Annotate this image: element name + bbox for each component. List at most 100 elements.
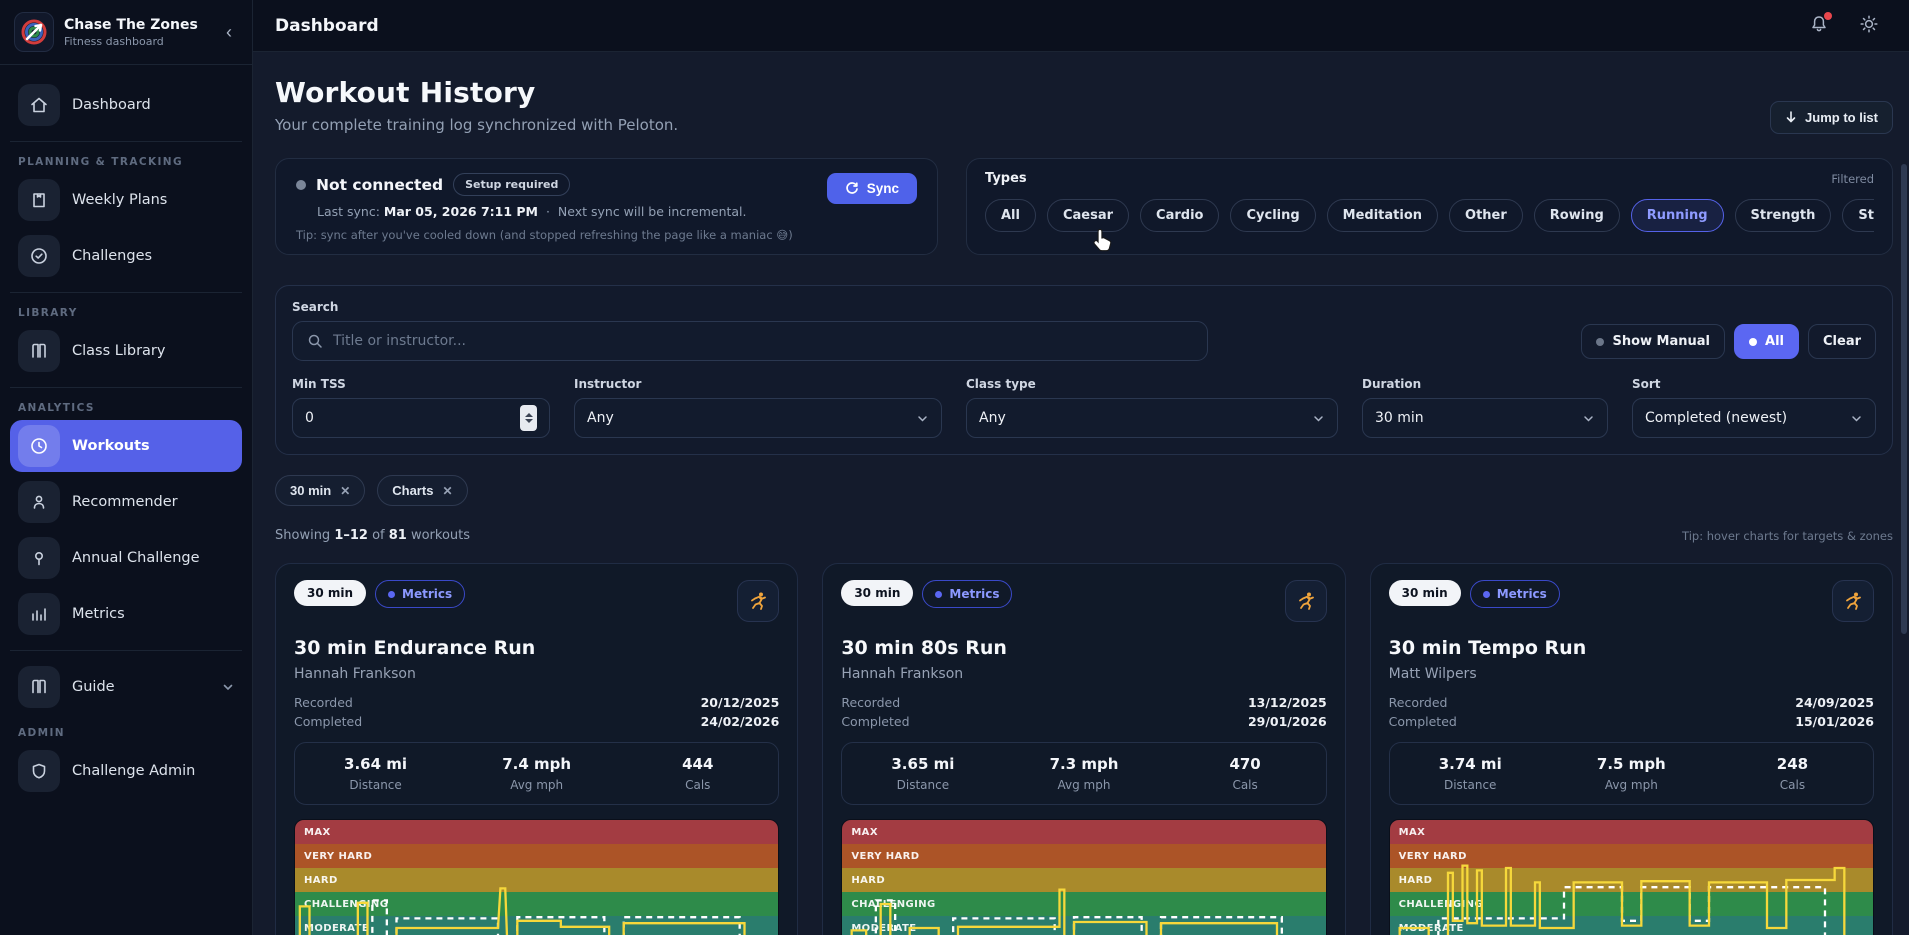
workout-stats: 3.64 miDistance 7.4 mphAvg mph 444Cals [294,742,779,805]
sidebar-item-challenge-admin[interactable]: Challenge Admin [10,745,242,797]
app-subtitle: Fitness dashboard [64,35,208,48]
remove-tag-icon[interactable]: ✕ [340,484,350,498]
theme-toggle-button[interactable] [1855,10,1883,41]
divider [10,650,242,651]
number-stepper[interactable] [520,405,537,431]
class-type-select[interactable]: Any [966,398,1338,438]
clock-icon [18,425,60,467]
workout-instructor: Matt Wilpers [1389,666,1874,682]
sidebar-header: Chase The Zones Fitness dashboard ‹ [0,0,252,65]
zone-chart[interactable]: MAXVERY HARDHARDCHALLENGINGMODERATEEASY [294,819,779,935]
types-title: Types [985,171,1027,186]
sidebar-collapse-button[interactable]: ‹ [218,18,240,47]
duration-select[interactable]: 30 min [1362,398,1608,438]
setup-required-badge: Setup required [453,173,570,196]
runner-icon [1285,580,1327,622]
sort-select[interactable]: Completed (newest) [1632,398,1876,438]
chevron-down-icon [916,412,929,425]
app-root: Chase The Zones Fitness dashboard ‹ Dash… [0,0,1909,935]
type-chip-cycling[interactable]: Cycling [1230,199,1315,232]
type-chip-cardio[interactable]: Cardio [1140,199,1219,232]
sidebar-item-weekly-plans[interactable]: Weekly Plans [10,174,242,226]
remove-tag-icon[interactable]: ✕ [442,484,452,498]
sync-status-card: Not connected Setup required Last sync: … [275,158,938,255]
type-chips: All Caesar Cardio Cycling Meditation Other Row… [985,199,1874,232]
filter-tag-30-min[interactable]: 30 min✕ [275,475,365,506]
jump-to-list-button[interactable]: Jump to list [1770,101,1893,134]
type-chip-meditation[interactable]: Meditation [1327,199,1438,232]
type-chip-caesar[interactable]: Caesar [1047,199,1129,232]
chevron-down-icon [1582,412,1595,425]
filter-tag-charts[interactable]: Charts✕ [377,475,467,506]
sync-icon [845,182,859,196]
instructor-select[interactable]: Any [574,398,942,438]
min-tss-input[interactable]: 0 [292,398,550,438]
sidebar-item-workouts[interactable]: Workouts [10,420,242,472]
type-chip-all[interactable]: All [985,199,1036,232]
workout-instructor: Hannah Frankson [294,666,779,682]
class-type-label: Class type [966,377,1338,391]
sidebar-item-challenges[interactable]: Challenges [10,230,242,282]
zone-chart[interactable]: MAXVERY HARDHARDCHALLENGINGMODERATEEASY [1389,819,1874,935]
sidebar-item-metrics[interactable]: Metrics [10,588,242,640]
type-chip-other[interactable]: Other [1449,199,1523,232]
completed-date: 24/02/2026 [701,714,780,729]
notifications-button[interactable] [1805,10,1833,41]
workout-title: 30 min Tempo Run [1389,637,1874,659]
workout-title: 30 min 80s Run [841,637,1326,659]
pin-icon [18,537,60,579]
workout-stats: 3.65 miDistance 7.3 mphAvg mph 470Cals [841,742,1326,805]
duration-badge: 30 min [1389,580,1461,606]
sidebar-section-analytics: ANALYTICS [18,402,234,414]
search-icon [307,333,323,349]
sort-label: Sort [1632,377,1876,391]
sync-button[interactable]: Sync [827,173,917,204]
chevron-down-icon [1850,412,1863,425]
type-chip-rowing[interactable]: Rowing [1534,199,1620,232]
all-toggle[interactable]: All [1734,324,1799,359]
arrow-down-icon [1785,111,1797,124]
last-sync-line: Last sync: Mar 05, 2026 7:11 PM · Next s… [317,204,917,219]
toggle-dot [1596,338,1604,346]
topbar: Dashboard [253,0,1909,52]
content-area: Workout History Your complete training l… [253,52,1909,935]
app-name: Chase The Zones [64,17,208,33]
divider [10,387,242,388]
sidebar-item-dashboard[interactable]: Dashboard [10,79,242,131]
type-chip-strength[interactable]: Strength [1735,199,1832,232]
active-filter-tags: 30 min✕ Charts✕ [275,475,1893,506]
sun-icon [1859,14,1879,34]
search-input[interactable] [333,333,1193,349]
clear-filters-button[interactable]: Clear [1808,324,1876,359]
search-label: Search [292,300,1208,314]
results-count: Showing 1–12 of 81 workouts [275,528,470,543]
workout-card[interactable]: 30 min Metrics 30 min 80s Run Hannah Fra… [822,563,1345,935]
filters-panel: Search Show Manual All [275,285,1893,455]
next-sync-note: Next sync will be incremental. [558,204,747,219]
instructor-label: Instructor [574,377,942,391]
sidebar-item-guide[interactable]: Guide [10,661,242,713]
connection-status: Not connected [316,176,443,194]
divider [10,292,242,293]
zone-chart[interactable]: MAXVERY HARDHARDCHALLENGINGMODERATEEASY [841,819,1326,935]
workout-card[interactable]: 30 min Metrics 30 min Endurance Run Hann… [275,563,798,935]
scrollbar-thumb[interactable] [1901,164,1907,634]
sidebar-item-recommender[interactable]: Recommender [10,476,242,528]
workout-stats: 3.74 miDistance 7.5 mphAvg mph 248Cals [1389,742,1874,805]
workout-card[interactable]: 30 min Metrics 30 min Tempo Run Matt Wil… [1370,563,1893,935]
shield-icon [18,750,60,792]
recorded-date: 13/12/2025 [1248,695,1327,710]
sidebar-item-class-library[interactable]: Class Library [10,325,242,377]
show-manual-toggle[interactable]: Show Manual [1581,324,1725,359]
last-sync-value: Mar 05, 2026 7:11 PM [384,204,538,219]
divider [10,141,242,142]
chevron-down-icon [1312,412,1325,425]
workout-grid: 30 min Metrics 30 min Endurance Run Hann… [275,563,1893,935]
type-chip-running[interactable]: Running [1631,199,1724,232]
type-chip-stretching[interactable]: Stretching [1842,199,1874,232]
sidebar-section-library: LIBRARY [18,307,234,319]
sidebar-item-annual-challenge[interactable]: Annual Challenge [10,532,242,584]
min-tss-label: Min TSS [292,377,550,391]
page-title: Workout History [275,76,678,109]
person-icon [18,481,60,523]
